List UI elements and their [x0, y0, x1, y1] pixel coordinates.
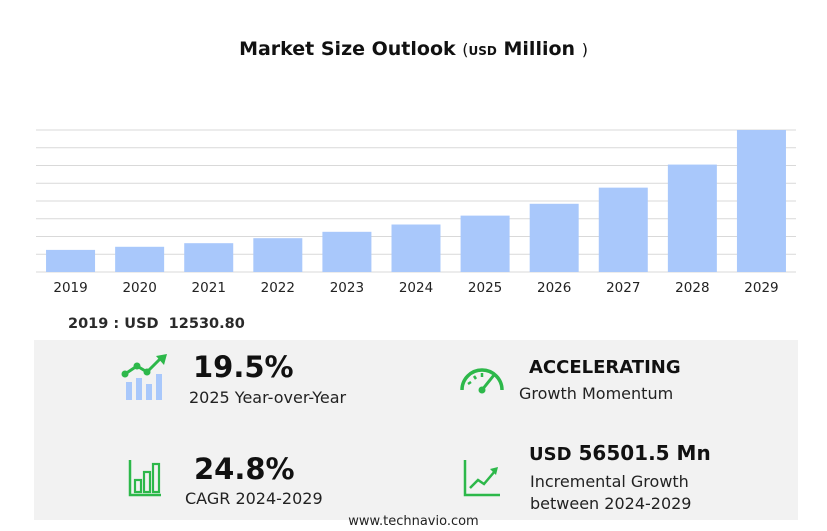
x-tick-label-2019: 2019	[53, 280, 87, 296]
title-unit-prefix: USD	[468, 44, 497, 58]
bar-2024	[391, 224, 441, 272]
bar-2021	[184, 243, 234, 272]
incremental-amount: 56501.5 Mn	[578, 441, 711, 465]
bar-2019	[46, 249, 96, 272]
bar-2020	[115, 246, 165, 272]
yoy-label: 2025 Year-over-Year	[189, 388, 347, 407]
kpi-panel	[34, 340, 798, 520]
title-main: Market Size Outlook	[239, 38, 456, 60]
x-tick-label-2029: 2029	[744, 280, 778, 296]
x-tick-label-2020: 2020	[122, 280, 156, 296]
bar-2026	[529, 203, 579, 272]
x-tick-label-2024: 2024	[399, 280, 433, 296]
x-tick-label-2023: 2023	[330, 280, 364, 296]
yoy-value: 19.5%	[193, 350, 294, 384]
x-tick-label-2027: 2027	[606, 280, 640, 296]
speedometer-icon	[458, 360, 506, 399]
x-tick-label-2022: 2022	[261, 280, 295, 296]
chart-title: Market Size Outlook (USD Million )	[0, 38, 827, 60]
title-unit: Million	[503, 38, 576, 60]
momentum-value: ACCELERATING	[529, 357, 681, 378]
title-paren-open: (	[462, 40, 469, 59]
bar-chart-icon	[127, 458, 163, 503]
base-year-sep: :	[113, 316, 120, 332]
footer-site: www.technavio.com	[348, 514, 479, 529]
incremental-label-1: Incremental Growth	[530, 472, 689, 491]
bar-2027	[598, 187, 648, 272]
bar-2029	[736, 130, 786, 272]
title-paren-close: )	[581, 40, 588, 59]
base-year-label: 2019 : USD 12530.80	[68, 316, 245, 332]
cagr-value: 24.8%	[194, 452, 295, 486]
cagr-label: CAGR 2024-2029	[185, 489, 323, 508]
momentum-label: Growth Momentum	[519, 384, 674, 403]
x-tick-label-2025: 2025	[468, 280, 502, 296]
bar-2028	[667, 164, 717, 272]
growth-chart-icon	[121, 352, 173, 409]
base-year-value: 12530.80	[168, 316, 245, 332]
incremental-currency: USD	[529, 444, 572, 465]
bar-2022	[253, 238, 303, 272]
x-tick-label-2026: 2026	[537, 280, 571, 296]
bar-chart: 2019 2020 2021 2022 2023 2024 2025 2026 2027 2028…	[36, 129, 796, 296]
incremental-label-2: between 2024-2029	[530, 494, 692, 513]
base-year: 2019	[68, 316, 109, 332]
bar-2025	[460, 215, 510, 272]
x-tick-label-2021: 2021	[192, 280, 226, 296]
x-tick-label-2028: 2028	[675, 280, 709, 296]
base-year-currency: USD	[124, 316, 159, 332]
incremental-value: USD 56501.5 Mn	[529, 441, 711, 465]
bar-2023	[322, 231, 372, 272]
trend-line-icon	[462, 458, 502, 503]
